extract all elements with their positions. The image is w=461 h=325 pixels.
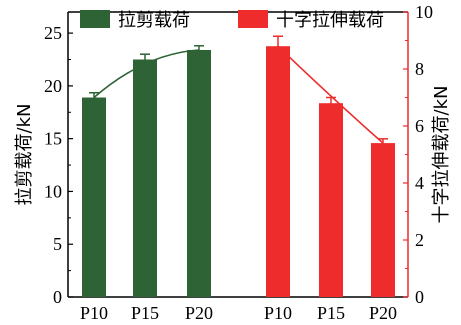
right-tick-label: 2 (415, 230, 424, 250)
right-tick-label: 8 (415, 59, 424, 79)
bar-cross-1 (266, 46, 290, 298)
axes-layer: 0 5 10 15 20 25 0 2 4 6 8 10 拉剪载荷/kN 十字拉伸载荷/kN (14, 2, 452, 307)
right-tick-label: 10 (415, 2, 433, 22)
left-tick-label: 10 (44, 181, 62, 201)
legend-label: 拉剪载荷 (118, 10, 190, 31)
bars-layer: P10 P15 P20 P10 P15 P20 (80, 35, 397, 323)
right-axis-title: 十字拉伸载荷/kN (431, 86, 452, 224)
legend-swatch-cross (238, 10, 268, 28)
bar-cross-3 (371, 143, 395, 297)
legend: 拉剪载荷 十字拉伸载荷 (80, 10, 384, 31)
x-tick-label: P10 (80, 303, 108, 323)
left-tick-label: 5 (53, 234, 62, 254)
left-axis-title: 拉剪载荷/kN (14, 104, 35, 206)
legend-label: 十字拉伸载荷 (276, 10, 384, 31)
bar-shear-2 (133, 59, 157, 297)
legend-swatch-shear (80, 10, 110, 28)
right-tick-label: 6 (415, 116, 424, 136)
right-tick-label: 4 (415, 173, 424, 193)
trend-line-cross (277, 45, 384, 144)
x-tick-label: P10 (264, 303, 292, 323)
x-tick-label: P15 (131, 303, 159, 323)
x-tick-label: P15 (317, 303, 345, 323)
left-tick-label: 20 (44, 76, 62, 96)
x-tick-label: P20 (185, 303, 213, 323)
right-tick-label: 0 (415, 287, 424, 307)
trend-line-shear (93, 49, 200, 99)
x-tick-label: P20 (369, 303, 397, 323)
bar-shear-1 (82, 97, 106, 297)
left-tick-label: 25 (44, 23, 62, 43)
bar-shear-3 (187, 50, 211, 297)
left-tick-label: 15 (44, 129, 62, 149)
bar-cross-2 (319, 103, 343, 297)
left-tick-label: 0 (53, 287, 62, 307)
